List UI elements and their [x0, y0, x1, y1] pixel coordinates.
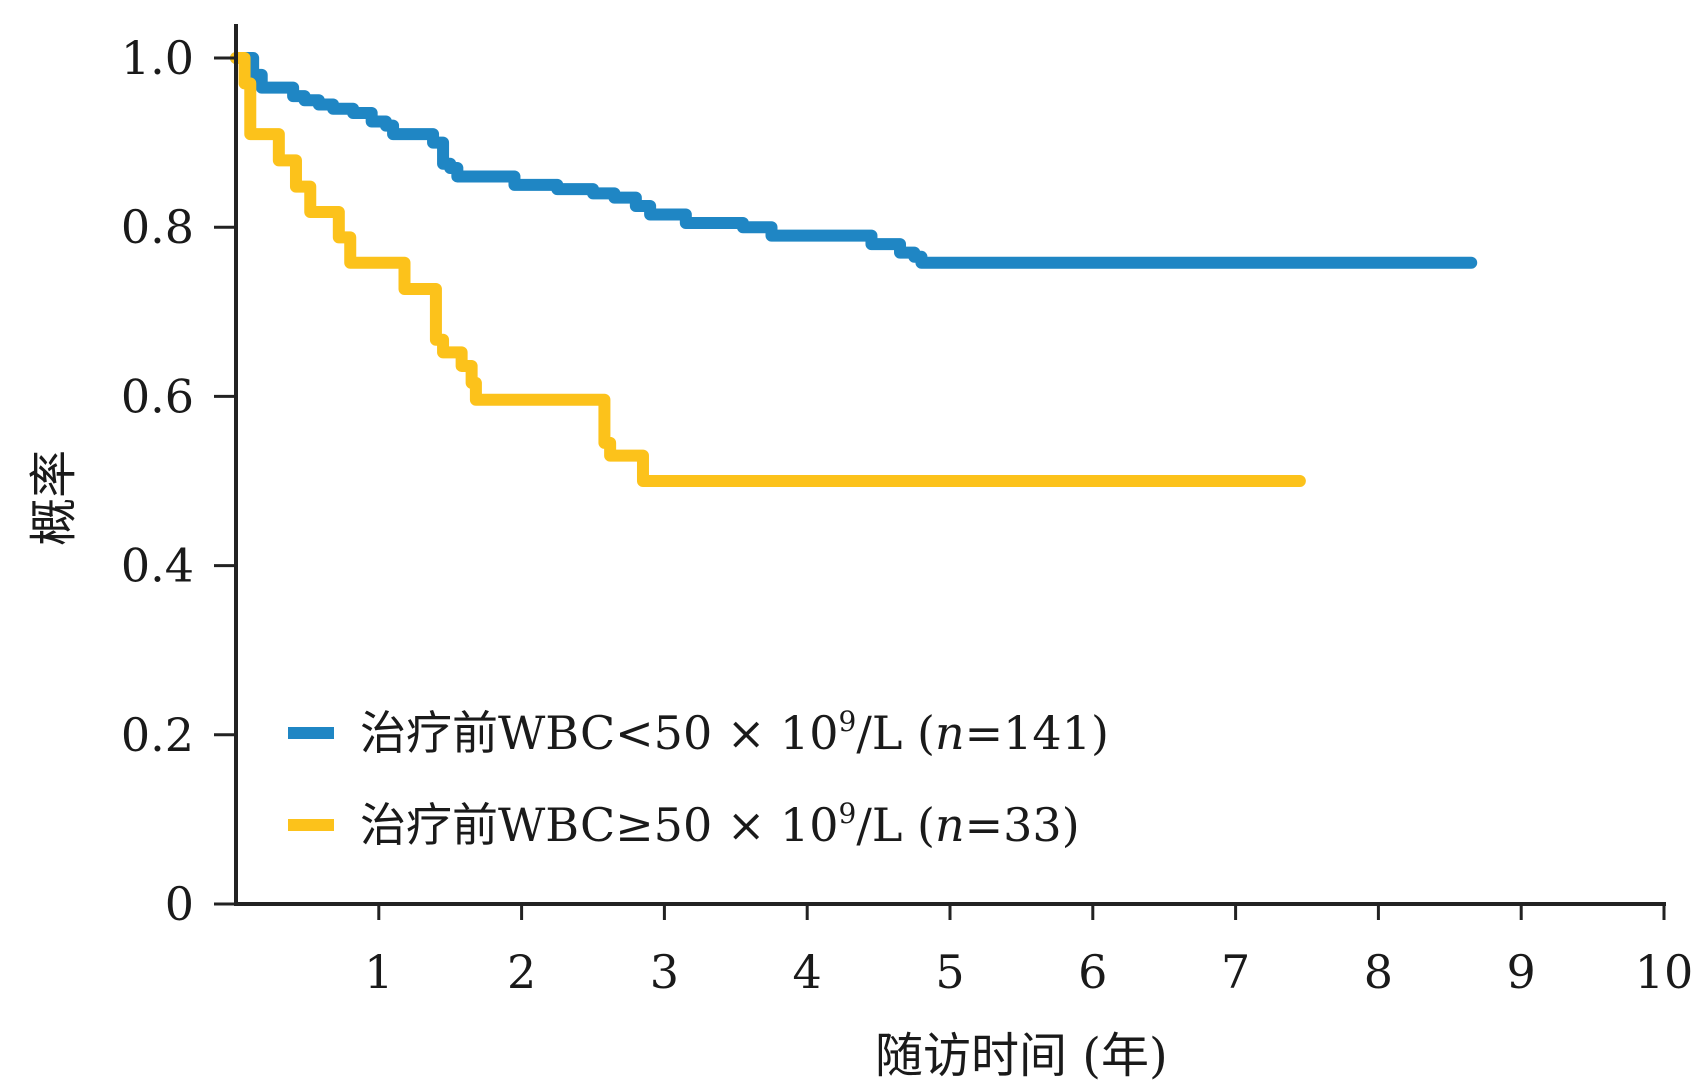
x-tick-label: 6	[1078, 945, 1107, 999]
y-tick-label: 1.0	[121, 31, 194, 85]
y-tick-label: 0	[165, 877, 194, 931]
series-line-2	[230, 52, 1306, 487]
x-tick-label: 1	[364, 945, 393, 999]
x-tick-label: 10	[1635, 945, 1694, 999]
x-tick-label: 4	[793, 945, 822, 999]
x-tick-label: 3	[650, 945, 679, 999]
series-line-1	[230, 52, 1478, 269]
ticks: 0 0.2 0.4 0.6 0.8 1.0 1 2 3 4 5 6 7 8 9 10	[121, 31, 1693, 999]
legend-label-1: 治疗前WBC<50 × 109/L (n=141)	[360, 705, 1109, 760]
y-tick-label: 0.2	[121, 708, 194, 762]
x-tick-label: 2	[507, 945, 536, 999]
legend: 治疗前WBC<50 × 109/L (n=141) 治疗前WBC≥50 × 109…	[288, 705, 1109, 852]
x-axis-title: 随访时间 (年)	[875, 1028, 1168, 1084]
y-axis-title: 概率	[26, 450, 82, 546]
x-tick-label: 9	[1507, 945, 1536, 999]
y-tick-label: 0.8	[121, 200, 194, 254]
plot-area	[230, 52, 1478, 487]
y-tick-label: 0.4	[121, 539, 194, 593]
x-tick-label: 5	[935, 945, 964, 999]
x-tick-label: 7	[1221, 945, 1250, 999]
x-tick-label: 8	[1364, 945, 1393, 999]
legend-label-2: 治疗前WBC≥50 × 109/L (n=33)	[360, 797, 1080, 852]
y-tick-label: 0.6	[121, 369, 194, 423]
